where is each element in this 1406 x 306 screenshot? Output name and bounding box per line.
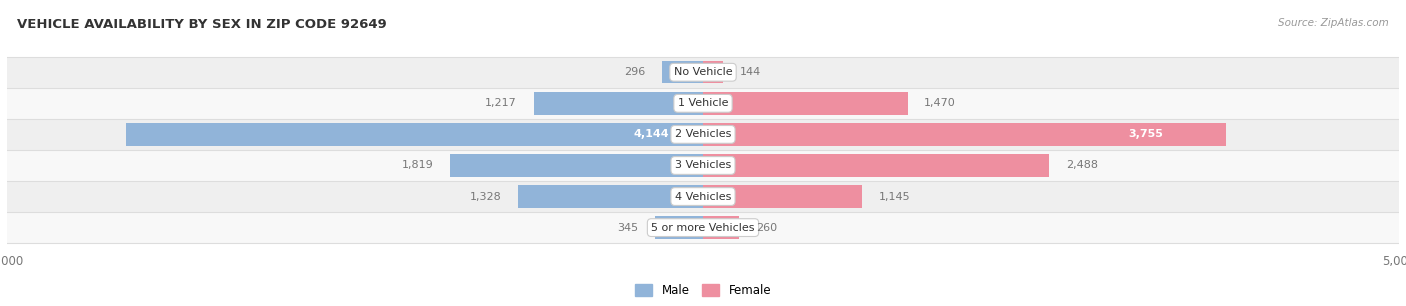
Bar [662,61,703,84]
Bar [703,216,740,239]
Text: No Vehicle: No Vehicle [673,67,733,77]
Bar [519,185,703,208]
Bar [534,92,703,114]
Bar [703,61,723,84]
Text: 1,217: 1,217 [485,98,517,108]
Bar [127,123,703,146]
Text: 1,328: 1,328 [470,192,502,202]
Text: 296: 296 [624,67,645,77]
Bar [450,154,703,177]
Text: 1,470: 1,470 [924,98,956,108]
Text: 4,144: 4,144 [634,129,669,140]
Text: VEHICLE AVAILABILITY BY SEX IN ZIP CODE 92649: VEHICLE AVAILABILITY BY SEX IN ZIP CODE … [17,18,387,31]
Text: 4 Vehicles: 4 Vehicles [675,192,731,202]
Bar [7,119,1399,150]
Text: 5 or more Vehicles: 5 or more Vehicles [651,223,755,233]
Bar [7,88,1399,119]
Bar [703,185,862,208]
Text: 144: 144 [740,67,761,77]
Bar [655,216,703,239]
Text: 3 Vehicles: 3 Vehicles [675,160,731,170]
Text: 2 Vehicles: 2 Vehicles [675,129,731,140]
Bar [7,57,1399,88]
Text: 1,819: 1,819 [401,160,433,170]
Text: 345: 345 [617,223,638,233]
Bar [7,150,1399,181]
Text: 3,755: 3,755 [1128,129,1163,140]
Text: Source: ZipAtlas.com: Source: ZipAtlas.com [1278,18,1389,28]
Bar [7,212,1399,243]
Text: 260: 260 [756,223,778,233]
Legend: Male, Female: Male, Female [630,279,776,302]
Text: 2,488: 2,488 [1066,160,1098,170]
Text: 1,145: 1,145 [879,192,911,202]
Bar [703,123,1226,146]
Bar [703,154,1049,177]
Text: 1 Vehicle: 1 Vehicle [678,98,728,108]
Bar [7,181,1399,212]
Bar [703,92,908,114]
